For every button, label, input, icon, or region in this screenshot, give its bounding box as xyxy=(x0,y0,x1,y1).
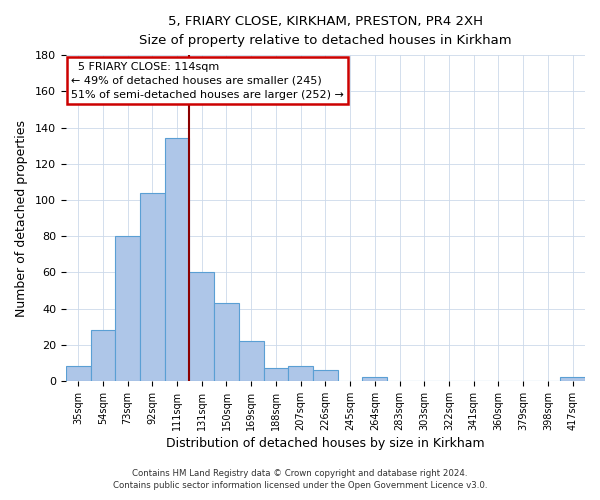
Y-axis label: Number of detached properties: Number of detached properties xyxy=(15,120,28,316)
Title: 5, FRIARY CLOSE, KIRKHAM, PRESTON, PR4 2XH
Size of property relative to detached: 5, FRIARY CLOSE, KIRKHAM, PRESTON, PR4 2… xyxy=(139,15,512,47)
Bar xyxy=(313,370,338,381)
Bar xyxy=(115,236,140,381)
Bar xyxy=(362,378,387,381)
Bar xyxy=(560,378,585,381)
Bar xyxy=(91,330,115,381)
Text: Contains HM Land Registry data © Crown copyright and database right 2024.
Contai: Contains HM Land Registry data © Crown c… xyxy=(113,468,487,490)
Bar xyxy=(263,368,289,381)
Bar xyxy=(239,341,263,381)
Bar xyxy=(214,303,239,381)
Bar xyxy=(164,138,190,381)
Bar xyxy=(66,366,91,381)
Text: 5 FRIARY CLOSE: 114sqm  
← 49% of detached houses are smaller (245)
51% of semi-: 5 FRIARY CLOSE: 114sqm ← 49% of detached… xyxy=(71,62,344,100)
X-axis label: Distribution of detached houses by size in Kirkham: Distribution of detached houses by size … xyxy=(166,437,485,450)
Bar xyxy=(140,192,164,381)
Bar xyxy=(289,366,313,381)
Bar xyxy=(190,272,214,381)
